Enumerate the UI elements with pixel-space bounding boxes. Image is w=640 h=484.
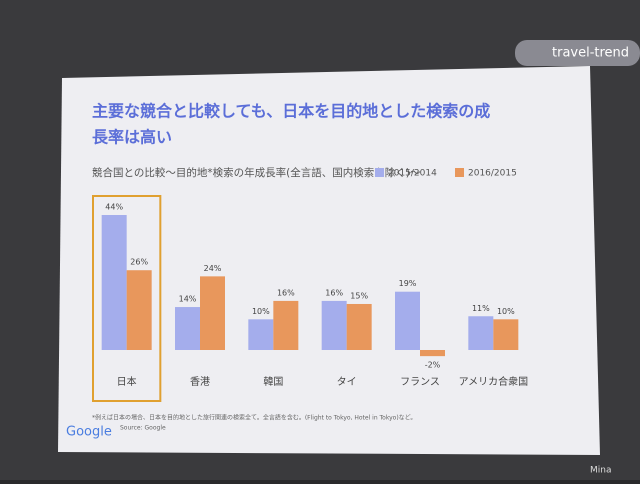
bar — [321, 300, 347, 350]
highlight-box — [92, 195, 162, 402]
bar — [493, 319, 519, 350]
value-label: 44% — [105, 203, 123, 212]
value-label: 19% — [399, 279, 417, 288]
x-tick-label: 日本 — [117, 375, 137, 388]
x-tick-label: 韓国 — [263, 376, 283, 388]
bar — [346, 303, 372, 350]
x-tick-label: タイ — [337, 376, 357, 388]
chart-subtitle: 競合国との比較～目的地*検索の年成長率(全言語、国内検索を除く)～ — [92, 166, 421, 179]
bar — [101, 215, 127, 350]
value-label: 16% — [277, 288, 295, 297]
bar — [126, 270, 152, 350]
bar — [248, 319, 274, 350]
footnote: *例えば日本の場合、日本を目的地とした旅行関連の検索全て。全言語を含む。(Fli… — [92, 414, 416, 422]
chart-title: 長率は高い — [92, 128, 172, 147]
legend-label: 2016/2015 — [468, 169, 517, 179]
bar — [273, 300, 299, 350]
bar — [420, 350, 445, 357]
value-label: 15% — [350, 291, 368, 300]
legend-swatch — [455, 168, 464, 177]
tag: travel-trend — [552, 46, 629, 61]
value-label: 24% — [204, 264, 222, 273]
x-tick-label: 香港 — [190, 376, 210, 388]
source: Source: Google — [120, 425, 166, 432]
value-label: 10% — [497, 307, 515, 316]
value-label: 11% — [472, 304, 490, 313]
legend-label: 2015/2014 — [388, 169, 437, 179]
legend-swatch — [375, 168, 384, 177]
value-label: -2% — [425, 361, 441, 370]
bar — [175, 307, 200, 350]
value-label: 16% — [325, 288, 343, 297]
bar — [200, 276, 225, 350]
x-tick-label: アメリカ合衆国 — [459, 375, 529, 388]
slide — [58, 66, 600, 455]
presenter: Mina — [590, 466, 612, 476]
chart-title: 主要な競合と比較しても、日本を目的地とした検索の成 — [92, 102, 490, 121]
value-label: 10% — [252, 307, 270, 316]
tag-box — [515, 40, 640, 66]
value-label: 26% — [130, 258, 148, 267]
bar — [468, 316, 494, 350]
bar — [395, 291, 420, 350]
value-label: 14% — [179, 295, 197, 304]
x-tick-label: フランス — [400, 376, 440, 388]
logo: Google — [66, 425, 112, 440]
